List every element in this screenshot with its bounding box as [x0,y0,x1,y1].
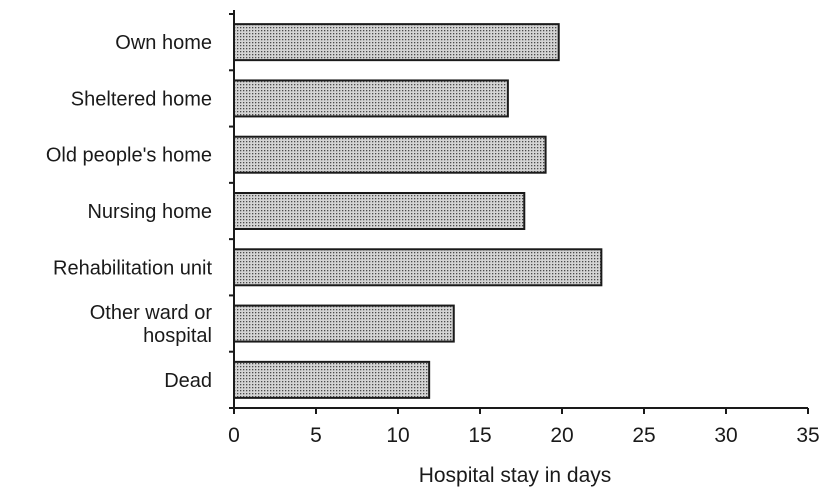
x-tick-label-4: 20 [550,424,573,447]
bar-5 [233,248,603,287]
x-tick-label-6: 30 [714,424,737,447]
category-label-6-line-2: hospital [143,325,212,347]
x-tick-label-7: 35 [796,424,819,447]
labels-layer: Own home Sheltered home Old people's home N… [46,32,820,447]
category-label-1: Own home [115,32,212,54]
x-tick-label-5: 25 [632,424,655,447]
bar-1 [233,23,560,62]
bars-layer [233,23,603,399]
category-label-6-line-1: Other ward or [90,302,213,324]
category-label-5: Rehabilitation unit [53,257,212,279]
x-tick-label-3: 15 [468,424,491,447]
category-label-7: Dead [164,370,212,392]
bar-2 [233,79,509,118]
axes-layer [229,10,809,414]
x-tick-label-2: 10 [386,424,409,447]
bar-7 [233,360,431,399]
category-label-3: Old people's home [46,145,212,167]
category-label-2: Sheltered home [71,88,212,110]
category-label-4: Nursing home [87,201,212,223]
x-tick-label-0: 0 [228,424,240,447]
x-tick-label-1: 5 [310,424,322,447]
bar-4 [233,192,526,230]
bar-3 [233,135,547,174]
x-axis-title: Hospital stay in days [419,464,612,487]
bar-6 [233,304,455,343]
